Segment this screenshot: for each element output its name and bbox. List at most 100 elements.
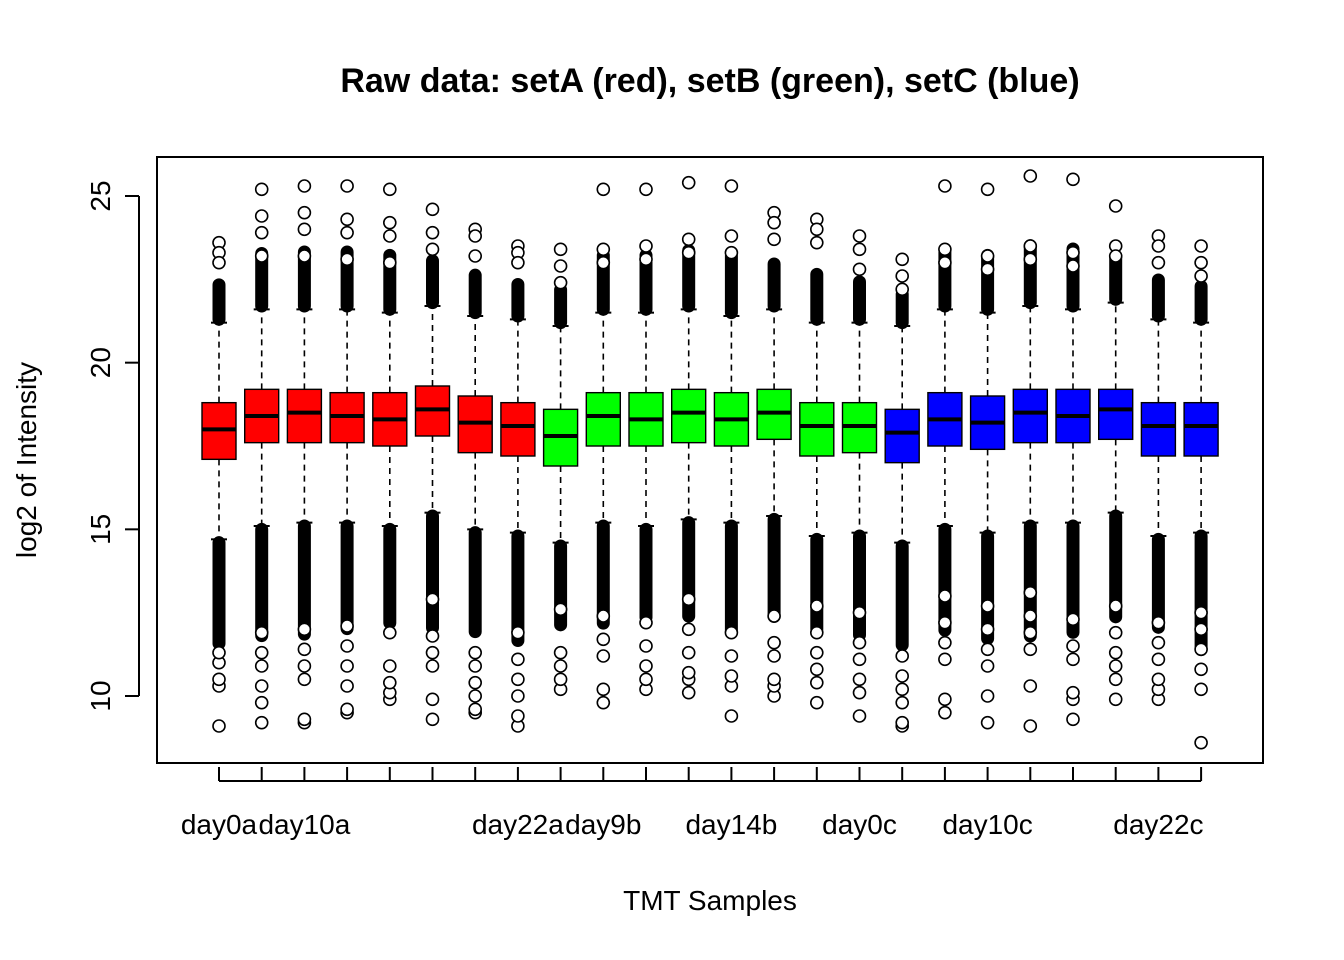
outlier-point xyxy=(681,592,696,607)
outlier-point xyxy=(212,672,226,687)
outlier-point xyxy=(681,685,696,700)
box-5 xyxy=(414,202,451,727)
outlier-point xyxy=(553,602,568,617)
outlier-point xyxy=(1194,662,1208,677)
plot-frame xyxy=(156,156,1264,764)
outlier-point xyxy=(639,659,653,673)
outlier-point xyxy=(425,659,440,673)
outlier-point xyxy=(1108,199,1123,213)
outlier-point xyxy=(511,652,525,667)
outlier-point xyxy=(425,242,440,257)
outlier-point xyxy=(1066,245,1080,260)
outlier-point xyxy=(1066,639,1080,653)
outlier-point xyxy=(254,249,269,263)
outlier-point xyxy=(681,645,696,660)
box-20 xyxy=(1055,172,1091,727)
outlier-point xyxy=(938,255,952,270)
box-18 xyxy=(969,182,1006,730)
chart-title: Raw data: setA (red), setB (green), setC… xyxy=(340,62,1079,100)
outlier-point xyxy=(382,625,397,640)
outlier-point xyxy=(852,709,867,723)
outlier-point xyxy=(382,659,397,673)
y-tick-label: 20 xyxy=(85,347,116,378)
outlier-point xyxy=(511,625,525,640)
box-23 xyxy=(1183,239,1219,750)
outlier-point xyxy=(895,252,910,267)
outlier-point xyxy=(297,672,312,687)
outlier-point xyxy=(297,642,312,657)
outlier-point xyxy=(852,242,867,257)
outlier-point xyxy=(1151,672,1166,687)
outlier-point xyxy=(596,182,611,197)
outlier-point xyxy=(980,715,995,730)
outlier-point xyxy=(1066,652,1080,667)
outlier-point xyxy=(809,222,824,237)
outlier-point xyxy=(596,695,611,710)
box-22 xyxy=(1140,229,1177,707)
outlier-point xyxy=(1194,269,1208,283)
outlier-point xyxy=(596,649,611,663)
y-tick-label: 15 xyxy=(85,514,116,545)
outlier-point xyxy=(254,645,269,660)
outlier-point xyxy=(340,639,354,653)
outlier-point xyxy=(425,712,440,727)
outlier-point xyxy=(1151,615,1166,630)
outlier-point xyxy=(852,229,867,243)
box-rect xyxy=(799,401,835,457)
outlier-point xyxy=(596,609,611,623)
box-21 xyxy=(1097,199,1134,707)
outlier-point xyxy=(724,649,739,663)
outlier-point xyxy=(980,262,995,277)
outlier-point xyxy=(724,179,739,193)
outlier-point xyxy=(895,649,910,663)
outlier-point xyxy=(1023,252,1038,267)
outlier-point xyxy=(468,645,483,660)
outlier-point xyxy=(852,262,867,277)
outlier-point xyxy=(767,649,781,663)
outlier-point xyxy=(980,659,995,673)
outlier-point xyxy=(425,202,440,217)
y-tick-label: 10 xyxy=(85,680,116,711)
outlier-point xyxy=(254,209,269,223)
box-4 xyxy=(372,182,408,707)
outlier-point xyxy=(425,225,440,240)
outlier-point xyxy=(1023,239,1038,253)
outlier-point xyxy=(809,695,824,710)
outlier-point xyxy=(980,249,995,263)
outlier-point xyxy=(212,255,226,270)
outlier-point xyxy=(1023,609,1038,623)
outlier-point xyxy=(1151,239,1166,253)
outlier-point xyxy=(852,685,867,700)
outlier-point xyxy=(724,669,739,683)
outlier-point xyxy=(809,625,824,640)
boxes-group xyxy=(201,169,1219,750)
outlier-point xyxy=(297,222,312,237)
box-12 xyxy=(713,179,750,723)
outlier-point xyxy=(1108,249,1123,263)
outlier-point xyxy=(425,645,440,660)
outlier-point xyxy=(553,259,568,273)
outlier-point xyxy=(297,712,312,727)
x-tick-label: day14b xyxy=(685,809,777,840)
outlier-point xyxy=(639,672,653,687)
box-rect xyxy=(1183,401,1219,457)
box-rect xyxy=(500,401,536,457)
outlier-point xyxy=(1194,682,1208,697)
outlier-point xyxy=(425,592,440,607)
outlier-point xyxy=(468,675,483,690)
outlier-point xyxy=(1108,645,1123,660)
outlier-point xyxy=(980,622,995,637)
outlier-point xyxy=(980,689,995,703)
outlier-point xyxy=(938,615,952,630)
outlier-point xyxy=(938,179,952,193)
outlier-point xyxy=(1023,169,1038,183)
outlier-point xyxy=(1108,692,1123,707)
outlier-point xyxy=(1108,659,1123,673)
outlier-point xyxy=(938,589,952,603)
outlier-point xyxy=(254,182,269,197)
box-14 xyxy=(799,212,835,710)
outlier-point xyxy=(1108,625,1123,640)
outlier-point xyxy=(511,709,525,723)
x-tick-label: day10c xyxy=(942,809,1032,840)
outlier-point xyxy=(468,249,483,263)
